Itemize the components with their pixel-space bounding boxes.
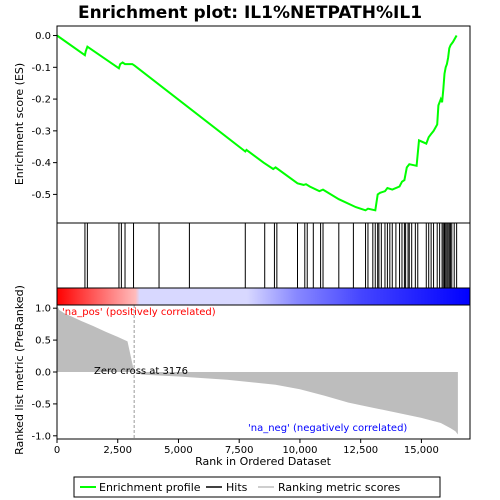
rm-y-tick-label: 0.5 bbox=[35, 336, 51, 347]
legend-box bbox=[73, 476, 441, 498]
x-tick-label: 0 bbox=[54, 445, 60, 456]
legend-label-hits: Hits bbox=[226, 481, 248, 494]
rm-y-tick-label: -1.0 bbox=[31, 431, 51, 442]
x-tick-label: 15,000 bbox=[404, 445, 439, 456]
es-y-tick-label: -0.2 bbox=[31, 95, 51, 106]
x-tick-label: 2,500 bbox=[103, 445, 132, 456]
legend-label-ranking: Ranking metric scores bbox=[278, 481, 400, 494]
es-y-tick-label: -0.1 bbox=[31, 63, 51, 74]
x-axis-label: Rank in Ordered Dataset bbox=[195, 455, 332, 468]
x-tick-label: 12,500 bbox=[343, 445, 378, 456]
zero-cross-label: Zero cross at 3176 bbox=[94, 366, 188, 377]
rm-panel-frame bbox=[56, 304, 471, 440]
hit-lines bbox=[84, 223, 458, 288]
ranked-metric-panel: 1.0 0.5 0.0 -0.5 -1.0 'na_pos' (positively c… bbox=[13, 285, 471, 455]
rm-y-ticks: 1.0 0.5 0.0 -0.5 -1.0 bbox=[31, 304, 57, 442]
es-y-tick-label: -0.5 bbox=[31, 190, 51, 201]
legend-label-enrichment: Enrichment profile bbox=[99, 481, 201, 494]
enrichment-profile-line bbox=[56, 34, 458, 212]
x-tick-label: 10,000 bbox=[282, 445, 317, 456]
heatmap-gradient bbox=[57, 288, 470, 305]
x-tick-label: 7,500 bbox=[225, 445, 254, 456]
enrichment-score-panel: 0.0 -0.1 -0.2 -0.3 -0.4 -0.5 Enrichment score… bbox=[13, 25, 471, 224]
rank-heatmap-bar bbox=[56, 287, 471, 306]
rm-y-tick-label: 0.0 bbox=[35, 368, 51, 379]
ranking-metric-area bbox=[57, 305, 458, 435]
pos-correlated-label: 'na_pos' (positively correlated) bbox=[62, 307, 216, 318]
rm-y-tick-label: 1.0 bbox=[35, 304, 51, 315]
chart-title: Enrichment plot: IL1%NETPATH%IL1 bbox=[78, 3, 422, 23]
es-y-tick-label: 0.0 bbox=[35, 31, 51, 42]
x-axis-ticks: 0 2,500 5,000 7,500 10,000 12,500 15,000 bbox=[54, 439, 439, 456]
es-y-tick-label: -0.4 bbox=[31, 158, 51, 169]
es-y-axis-label: Enrichment score (ES) bbox=[13, 63, 26, 185]
hits-panel bbox=[56, 222, 471, 289]
rm-y-axis-label: Ranked list metric (PreRanked) bbox=[13, 285, 26, 455]
legend: Enrichment profile Hits Ranking metric s… bbox=[73, 476, 441, 498]
es-y-ticks: 0.0 -0.1 -0.2 -0.3 -0.4 -0.5 bbox=[31, 31, 57, 201]
rm-y-tick-label: -0.5 bbox=[31, 399, 51, 410]
es-panel-frame bbox=[56, 25, 471, 224]
es-y-tick-label: -0.3 bbox=[31, 126, 51, 137]
neg-correlated-label: 'na_neg' (negatively correlated) bbox=[248, 423, 407, 434]
x-tick-label: 5,000 bbox=[164, 445, 193, 456]
